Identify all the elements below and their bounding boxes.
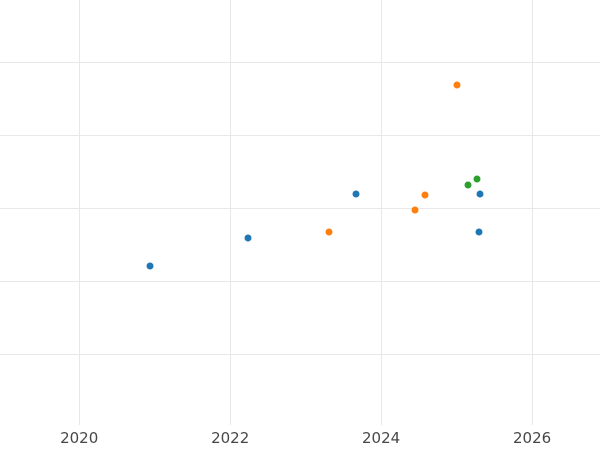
gridline-y-5 [0, 62, 600, 64]
series-orange-point-2 [421, 191, 429, 199]
series-blue-point-1 [244, 234, 251, 242]
x-tick-label-2020: 2020 [60, 429, 99, 447]
gridline-y-3 [0, 208, 600, 210]
series-blue-point-3 [475, 228, 483, 235]
gridline-x-2022 [230, 0, 232, 425]
gridline-y-4 [0, 135, 600, 137]
series-orange-point-0 [325, 228, 333, 235]
series-orange-point-1 [411, 206, 419, 214]
plot-area [0, 0, 600, 425]
gridline-y-2 [0, 281, 600, 283]
x-tick-label-2026: 2026 [513, 429, 552, 447]
series-orange-point-3 [453, 81, 461, 89]
gridline-x-2020 [79, 0, 81, 425]
gridline-x-2026 [532, 0, 534, 425]
x-tick-label-2024: 2024 [362, 429, 401, 447]
gridline-x-2024 [381, 0, 383, 425]
series-blue-point-2 [352, 190, 360, 198]
x-tick-label-2022: 2022 [211, 429, 250, 447]
series-blue-point-4 [476, 190, 484, 198]
series-green-point-1 [473, 175, 481, 183]
series-green-point-0 [464, 181, 472, 189]
gridline-y-1 [0, 354, 600, 356]
series-blue-point-0 [146, 262, 154, 270]
